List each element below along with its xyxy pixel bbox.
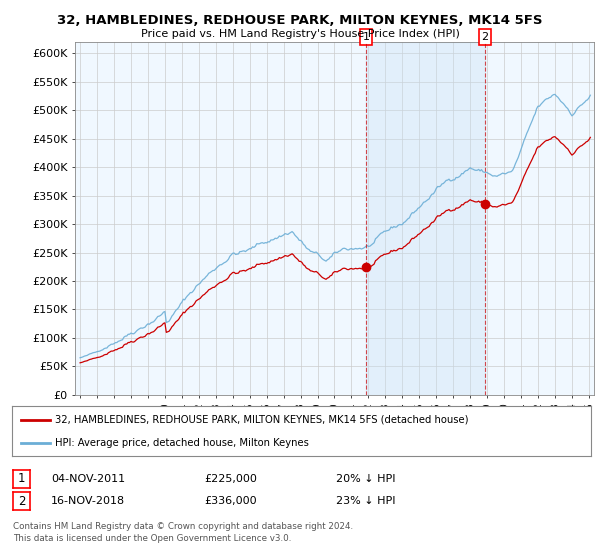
Text: 32, HAMBLEDINES, REDHOUSE PARK, MILTON KEYNES, MK14 5FS: 32, HAMBLEDINES, REDHOUSE PARK, MILTON K… <box>57 14 543 27</box>
Text: 16-NOV-2018: 16-NOV-2018 <box>51 496 125 506</box>
Text: Contains HM Land Registry data © Crown copyright and database right 2024.
This d: Contains HM Land Registry data © Crown c… <box>13 522 353 543</box>
Text: 1: 1 <box>18 472 25 486</box>
Text: 1: 1 <box>362 32 370 42</box>
Text: Price paid vs. HM Land Registry's House Price Index (HPI): Price paid vs. HM Land Registry's House … <box>140 29 460 39</box>
Text: 32, HAMBLEDINES, REDHOUSE PARK, MILTON KEYNES, MK14 5FS (detached house): 32, HAMBLEDINES, REDHOUSE PARK, MILTON K… <box>55 414 469 424</box>
Text: 23% ↓ HPI: 23% ↓ HPI <box>336 496 395 506</box>
Text: 04-NOV-2011: 04-NOV-2011 <box>51 474 125 484</box>
Text: £336,000: £336,000 <box>204 496 257 506</box>
Text: £225,000: £225,000 <box>204 474 257 484</box>
Text: 2: 2 <box>18 494 25 508</box>
Text: 20% ↓ HPI: 20% ↓ HPI <box>336 474 395 484</box>
Text: 2: 2 <box>482 32 488 42</box>
Text: HPI: Average price, detached house, Milton Keynes: HPI: Average price, detached house, Milt… <box>55 438 310 448</box>
Bar <box>366 42 485 395</box>
